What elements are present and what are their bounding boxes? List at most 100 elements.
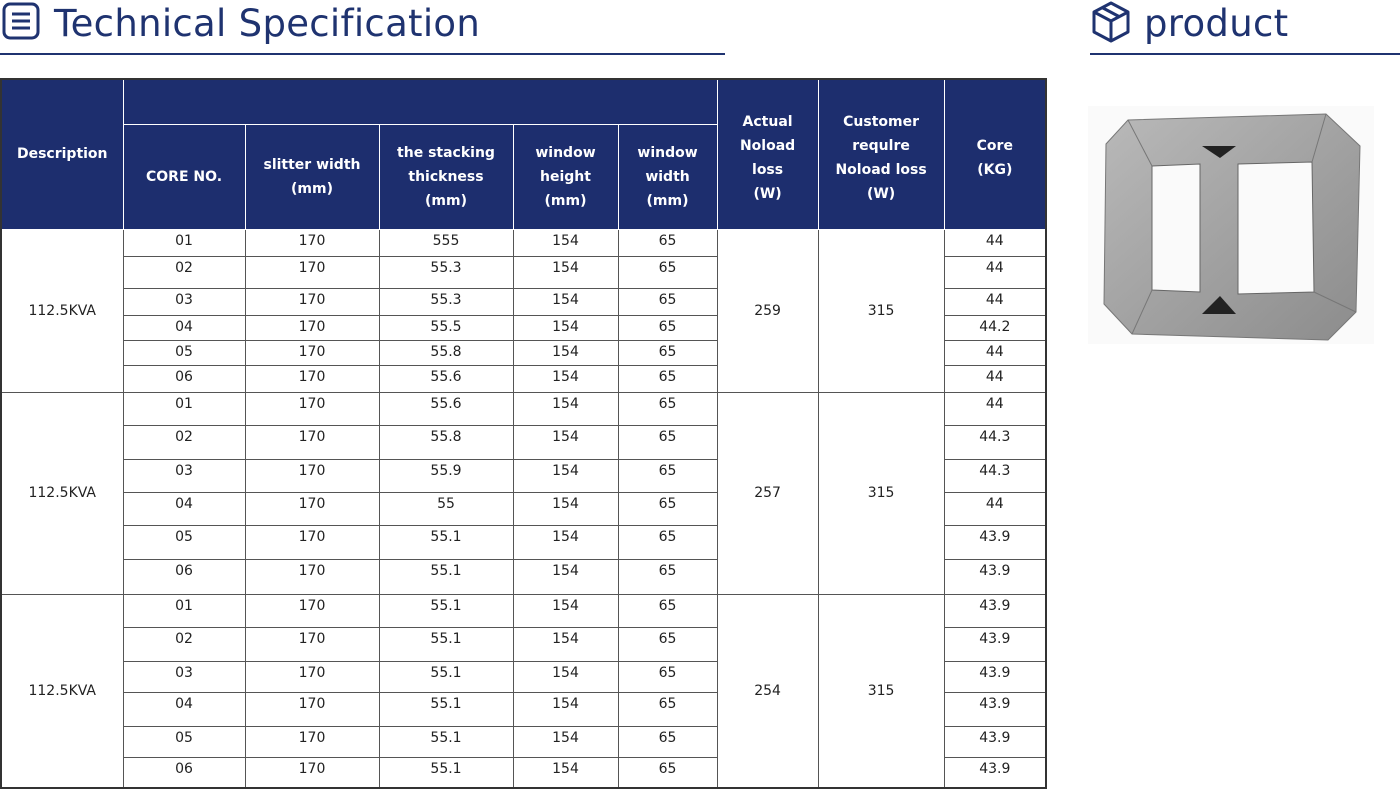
title-rule	[0, 53, 725, 55]
data-cell: 43.9	[943, 660, 1047, 693]
data-cell: 170	[244, 458, 380, 493]
data-cell: 44	[943, 339, 1047, 366]
data-cell: 44.3	[943, 458, 1047, 493]
data-cell: 44	[943, 255, 1047, 289]
product-icon	[1092, 1, 1130, 43]
data-cell: 154	[512, 725, 619, 758]
data-cell: 65	[617, 660, 718, 693]
data-cell: 43.9	[943, 725, 1047, 758]
data-cell: 170	[244, 691, 380, 727]
data-row: 06 170 55.1 154 65 43.9	[1, 558, 1047, 595]
data-cell: 65	[617, 626, 718, 662]
data-cell: 02	[122, 424, 246, 460]
data-cell: 154	[512, 691, 619, 727]
column-header: slitter width (mm)	[244, 123, 380, 230]
data-cell: 03	[122, 660, 246, 693]
data-cell: 65	[617, 691, 718, 727]
data-cell: 65	[617, 524, 718, 560]
data-row: 04 170 55 154 65 44	[1, 491, 1047, 526]
data-cell: 55.1	[378, 725, 514, 758]
description-cell: 112.5KVA	[0, 593, 124, 789]
column-header: window width (mm)	[617, 123, 718, 230]
data-cell: 55.6	[378, 364, 514, 393]
data-cell: 170	[244, 287, 380, 316]
data-cell: 55.5	[378, 314, 514, 341]
data-cell: 154	[512, 458, 619, 493]
table-head: Description Actual Noload loss (W) Custome…	[0, 78, 1047, 230]
data-cell: 154	[512, 314, 619, 341]
header-row: CORE NO. slitter width (mm) the stacking t…	[1, 123, 1046, 230]
data-cell: 55.3	[378, 255, 514, 289]
data-cell: 02	[122, 626, 246, 662]
data-cell: 44	[943, 364, 1047, 393]
data-cell: 170	[244, 756, 380, 789]
data-cell: 43.9	[943, 558, 1047, 595]
data-cell: 170	[244, 391, 380, 426]
column-header: CORE NO.	[122, 123, 246, 230]
data-cell: 44.2	[943, 314, 1047, 341]
data-cell: 65	[617, 725, 718, 758]
header-row: Description Actual Noload loss (W) Custome…	[0, 78, 1047, 230]
data-cell: 44	[943, 228, 1047, 257]
data-cell: 55.1	[378, 756, 514, 789]
data-cell: 44	[943, 391, 1047, 426]
data-cell: 170	[244, 660, 380, 693]
data-cell: 04	[122, 491, 246, 526]
column-header: Customer requlre Noload loss (W)	[817, 78, 945, 230]
title-rule	[1090, 53, 1400, 55]
data-cell: 65	[617, 458, 718, 493]
actual-loss-cell: 254	[716, 593, 819, 789]
data-cell: 170	[244, 314, 380, 341]
column-header: Description	[0, 78, 124, 230]
data-cell: 170	[244, 593, 380, 628]
column-header: Actual Noload loss (W)	[716, 78, 819, 230]
column-header: Core (KG)	[943, 78, 1047, 230]
data-cell: 05	[122, 524, 246, 560]
table-body: 112.5KVA 01 170 555 154 65 259 315 44 02 170 55.3 15…	[0, 228, 1047, 789]
data-cell: 154	[512, 424, 619, 460]
data-cell: 65	[617, 287, 718, 316]
data-cell: 55.8	[378, 424, 514, 460]
data-cell: 43.9	[943, 626, 1047, 662]
data-row: 112.5KVA 01 170 55.1 154 65 254 315 43.9	[0, 593, 1047, 789]
data-row: 02 170 55.1 154 65 43.9	[1, 626, 1047, 662]
data-cell: 65	[617, 364, 718, 393]
data-row: 05 170 55.1 154 65 43.9	[1, 725, 1047, 758]
data-cell: 154	[512, 339, 619, 366]
data-row: 112.5KVA 01 170 55.6 154 65 257 315 44	[0, 391, 1047, 595]
data-cell: 65	[617, 558, 718, 595]
data-cell: 06	[122, 756, 246, 789]
data-cell: 06	[122, 364, 246, 393]
data-cell: 170	[244, 339, 380, 366]
data-cell: 55.1	[378, 524, 514, 560]
data-cell: 65	[617, 593, 718, 628]
data-row: 06 170 55.6 154 65 44	[1, 364, 1047, 393]
data-cell: 44.3	[943, 424, 1047, 460]
data-cell: 43.9	[943, 524, 1047, 560]
data-cell: 65	[617, 491, 718, 526]
column-header: window height (mm)	[512, 123, 619, 230]
section-title: product	[1144, 2, 1289, 45]
spec-icon	[2, 2, 40, 40]
data-cell: 44	[943, 287, 1047, 316]
data-cell: 03	[122, 458, 246, 493]
data-cell: 43.9	[943, 593, 1047, 628]
data-cell: 55.1	[378, 626, 514, 662]
product-image	[1088, 106, 1374, 344]
data-cell: 05	[122, 339, 246, 366]
data-cell: 05	[122, 725, 246, 758]
data-cell: 55.1	[378, 660, 514, 693]
data-row: 03 170 55.3 154 65 44	[1, 287, 1047, 316]
data-cell: 01	[122, 391, 246, 426]
data-cell: 02	[122, 255, 246, 289]
data-cell: 55.9	[378, 458, 514, 493]
data-cell: 04	[122, 314, 246, 341]
data-cell: 170	[244, 558, 380, 595]
data-cell: 154	[512, 391, 619, 426]
description-cell: 112.5KVA	[0, 391, 124, 595]
data-cell: 55.6	[378, 391, 514, 426]
data-cell: 65	[617, 228, 718, 257]
data-cell: 55.8	[378, 339, 514, 366]
data-cell: 170	[244, 255, 380, 289]
customer-loss-cell: 315	[817, 228, 945, 393]
